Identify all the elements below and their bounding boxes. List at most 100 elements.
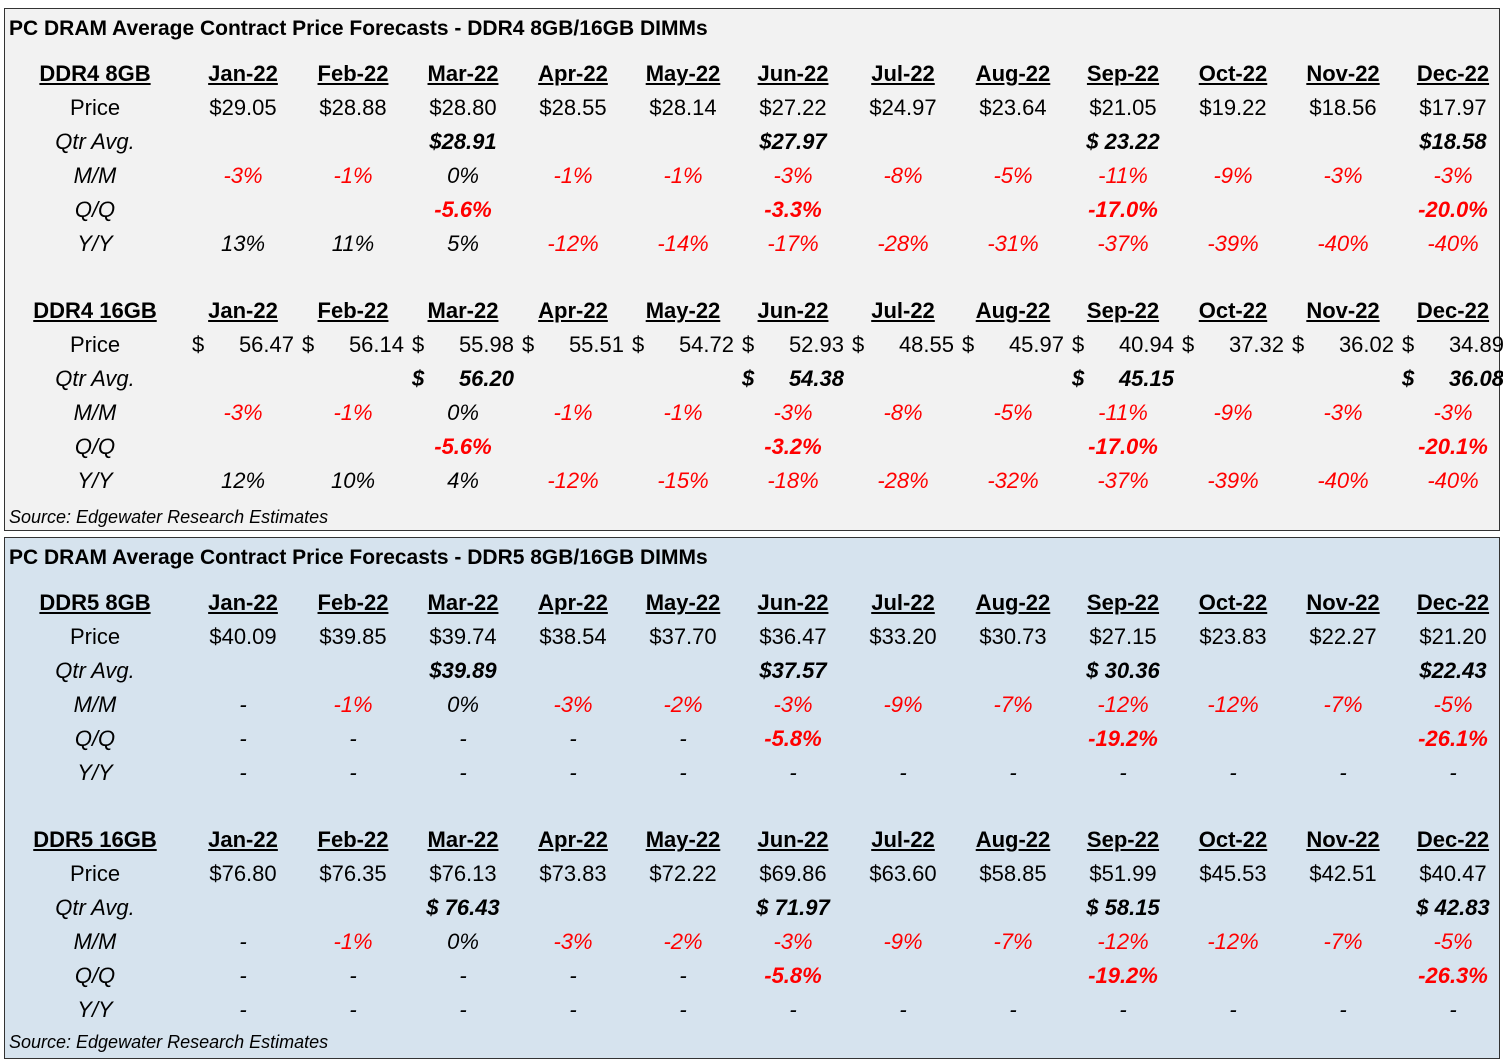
month-header: Dec-22 [1416, 61, 1490, 86]
mm-cell: -1% [333, 692, 373, 717]
qq-cell: - [459, 963, 467, 988]
ddr4-panel: PC DRAM Average Contract Price Forecasts… [4, 8, 1503, 531]
yy-cell: - [1449, 997, 1457, 1022]
price-cell: $63.60 [869, 861, 937, 886]
yy-cell: - [1229, 760, 1237, 785]
month-header: Mar-22 [427, 61, 499, 86]
mm-row: M/M -3% -1% 0% -1% -1% -3% -8% -5% -11% -9% -3% -3% [5, 159, 1501, 193]
table-name: DDR5 16GB [33, 827, 157, 852]
month-header: Aug-22 [975, 590, 1051, 615]
row-label: Qtr Avg. [55, 366, 135, 391]
mm-cell: -9% [1213, 163, 1253, 188]
price-cell: $37.32 [1178, 328, 1288, 362]
yy-cell: 5% [447, 231, 479, 256]
mm-cell: -11% [1098, 400, 1148, 425]
yy-cell: -40% [1427, 231, 1479, 256]
yy-cell: -37% [1097, 468, 1149, 493]
yy-cell: - [459, 760, 467, 785]
row-label: M/M [73, 929, 117, 954]
mm-cell: -2% [663, 929, 703, 954]
qq-cell: -26.1% [1418, 726, 1488, 751]
mm-cell: -3% [1323, 400, 1363, 425]
table-header-row: DDR5 16GB Jan-22 Feb-22 Mar-22 Apr-22 May-22 J… [5, 823, 1501, 857]
price-value: 56.14 [348, 332, 404, 357]
mm-cell: -3% [773, 692, 813, 717]
qq-cell: - [679, 963, 687, 988]
price-cell: $45.53 [1199, 861, 1267, 886]
price-value: 54.72 [678, 332, 734, 357]
row-label: Q/Q [74, 726, 116, 751]
yy-cell: - [1119, 997, 1127, 1022]
qq-cell: -17.0% [1088, 434, 1158, 459]
price-cell: $23.83 [1199, 624, 1267, 649]
yy-cell: -12% [547, 468, 599, 493]
month-header: Oct-22 [1198, 61, 1268, 86]
month-header: Dec-22 [1416, 298, 1490, 323]
currency-symbol: $ [522, 332, 535, 357]
yy-cell: -28% [877, 231, 929, 256]
yy-cell: -31% [987, 231, 1039, 256]
price-value: 55.51 [568, 332, 624, 357]
qq-cell: -5.6% [434, 434, 492, 459]
ddr5-panel: PC DRAM Average Contract Price Forecasts… [4, 537, 1500, 1059]
month-header: Aug-22 [975, 61, 1051, 86]
qq-cell: - [239, 726, 247, 751]
mm-cell: -3% [1433, 163, 1473, 188]
yy-cell: - [1119, 760, 1127, 785]
source-note: Source: Edgewater Research Estimates [9, 1032, 329, 1052]
price-cell: $42.51 [1309, 861, 1377, 886]
price-cell: $21.20 [1419, 624, 1487, 649]
price-cell: $38.54 [539, 624, 607, 649]
yy-cell: 4% [447, 468, 479, 493]
price-value: 40.94 [1118, 332, 1174, 357]
price-cell: $40.47 [1419, 861, 1487, 886]
price-cell: $24.97 [869, 95, 937, 120]
month-header: Oct-22 [1198, 298, 1268, 323]
currency-symbol: $ [1072, 332, 1085, 357]
qtr-avg-cell: $ 30.36 [1086, 658, 1160, 683]
month-header: Jun-22 [757, 590, 829, 615]
panel-title: PC DRAM Average Contract Price Forecasts… [9, 17, 708, 40]
qtr-avg-cell: $56.20 [408, 362, 518, 396]
price-cell: $56.47 [188, 328, 298, 362]
row-label: M/M [73, 692, 117, 717]
price-value: 55.98 [458, 332, 514, 357]
mm-row: M/M - -1% 0% -3% -2% -3% -9% -7% -12% -12% -7% -5% [5, 925, 1501, 959]
price-cell: $54.72 [628, 328, 738, 362]
month-header: Jul-22 [871, 590, 935, 615]
row-label: Q/Q [74, 434, 116, 459]
price-cell: $28.14 [649, 95, 717, 120]
price-cell: $19.22 [1199, 95, 1267, 120]
yy-cell: 10% [330, 468, 376, 493]
price-cell: $40.09 [209, 624, 277, 649]
mm-cell: -3% [553, 692, 593, 717]
month-header: Jan-22 [208, 590, 278, 615]
mm-cell: -12% [1207, 929, 1259, 954]
month-header: Nov-22 [1306, 61, 1380, 86]
row-label: Qtr Avg. [55, 129, 135, 154]
yy-cell: - [789, 760, 797, 785]
month-header: Feb-22 [317, 827, 389, 852]
price-value: 36.02 [1338, 332, 1394, 357]
currency-symbol: $ [632, 332, 645, 357]
month-header: Mar-22 [427, 590, 499, 615]
price-cell: $37.70 [649, 624, 717, 649]
mm-cell: -1% [663, 400, 703, 425]
qtr-avg-cell: $ 42.83 [1416, 895, 1490, 920]
price-cell: $55.51 [518, 328, 628, 362]
mm-row: M/M -3% -1% 0% -1% -1% -3% -8% -5% -11% -9% -3% -3% [5, 396, 1501, 430]
month-header: Mar-22 [427, 827, 499, 852]
qq-cell: - [569, 726, 577, 751]
month-header: Sep-22 [1086, 827, 1160, 852]
month-header: Jul-22 [871, 61, 935, 86]
price-cell: $36.47 [759, 624, 827, 649]
price-cell: $28.55 [539, 95, 607, 120]
price-cell: $36.02 [1288, 328, 1398, 362]
yy-cell: - [789, 997, 797, 1022]
row-label: Q/Q [74, 963, 116, 988]
mm-cell: -5% [1433, 692, 1473, 717]
month-header: Mar-22 [427, 298, 499, 323]
mm-cell: 0% [447, 163, 479, 188]
price-cell: $27.15 [1089, 624, 1157, 649]
qq-cell: -17.0% [1088, 197, 1158, 222]
